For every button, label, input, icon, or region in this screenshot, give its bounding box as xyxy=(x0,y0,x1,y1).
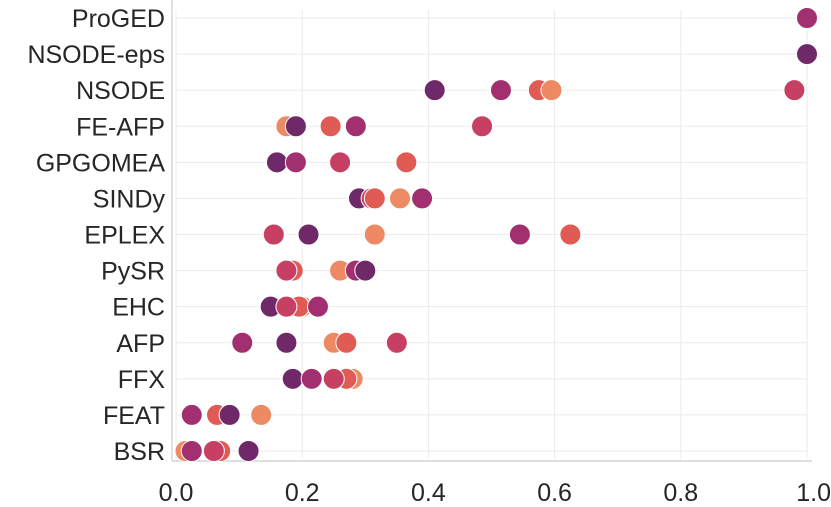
x-tick-label: 0.2 xyxy=(285,479,320,507)
y-tick-label: BSR xyxy=(114,438,165,466)
y-tick-label: NSODE xyxy=(76,77,165,105)
data-point xyxy=(329,151,352,174)
data-point xyxy=(265,151,288,174)
data-point xyxy=(335,331,358,354)
x-tick-label: 0.6 xyxy=(537,479,572,507)
data-point xyxy=(281,367,304,390)
data-point xyxy=(262,223,285,246)
data-point xyxy=(508,223,531,246)
data-point xyxy=(354,259,377,282)
x-tick-label: 1.0 xyxy=(796,479,831,507)
axes xyxy=(171,0,812,462)
y-tick-label: SINDy xyxy=(93,185,166,213)
y-tick-label: ProGED xyxy=(72,5,165,33)
data-point xyxy=(385,331,408,354)
data-point xyxy=(250,403,273,426)
y-tick-label: EPLEX xyxy=(84,222,165,250)
y-tick-label: PySR xyxy=(101,258,165,286)
data-points xyxy=(174,7,818,462)
y-tick-label: AFP xyxy=(116,330,165,358)
data-point xyxy=(471,115,494,138)
y-tick-label: FE-AFP xyxy=(76,113,165,141)
y-tick-labels: ProGED NSODE-eps NSODE FE-AFP GPGOMEA SINDy EP… xyxy=(27,5,165,466)
data-point xyxy=(202,440,225,462)
data-point xyxy=(363,187,386,210)
data-point xyxy=(395,151,418,174)
data-point xyxy=(284,115,307,138)
y-tick-label: FEAT xyxy=(103,402,165,430)
x-tick-label: 0.0 xyxy=(159,479,194,507)
data-point xyxy=(180,440,203,462)
data-point xyxy=(363,223,386,246)
data-point xyxy=(231,331,254,354)
data-point xyxy=(218,403,241,426)
data-point xyxy=(489,79,512,102)
y-tick-label: NSODE-eps xyxy=(27,41,165,69)
data-point xyxy=(411,187,434,210)
x-tick-label: 0.8 xyxy=(663,479,698,507)
x-tick-labels: 0.0 0.2 0.4 0.6 0.8 1.0 xyxy=(159,479,831,507)
data-point xyxy=(559,223,582,246)
data-point xyxy=(306,295,329,318)
data-point xyxy=(389,187,412,210)
data-point xyxy=(322,367,345,390)
data-point xyxy=(344,115,367,138)
data-point xyxy=(284,151,307,174)
data-point xyxy=(796,43,818,66)
y-tick-label: EHC xyxy=(112,294,165,322)
data-point xyxy=(237,440,260,462)
data-point xyxy=(297,223,320,246)
data-point xyxy=(783,79,806,102)
data-point xyxy=(275,295,298,318)
data-point xyxy=(300,367,323,390)
data-point xyxy=(423,79,446,102)
data-point xyxy=(275,331,298,354)
grid-lines xyxy=(175,10,808,459)
y-tick-label: FFX xyxy=(118,366,166,394)
data-point xyxy=(275,259,298,282)
data-point xyxy=(180,403,203,426)
data-point xyxy=(540,79,563,102)
data-point xyxy=(319,115,342,138)
data-point xyxy=(796,7,818,29)
x-tick-label: 0.4 xyxy=(411,479,446,507)
y-tick-label: GPGOMEA xyxy=(36,149,166,177)
